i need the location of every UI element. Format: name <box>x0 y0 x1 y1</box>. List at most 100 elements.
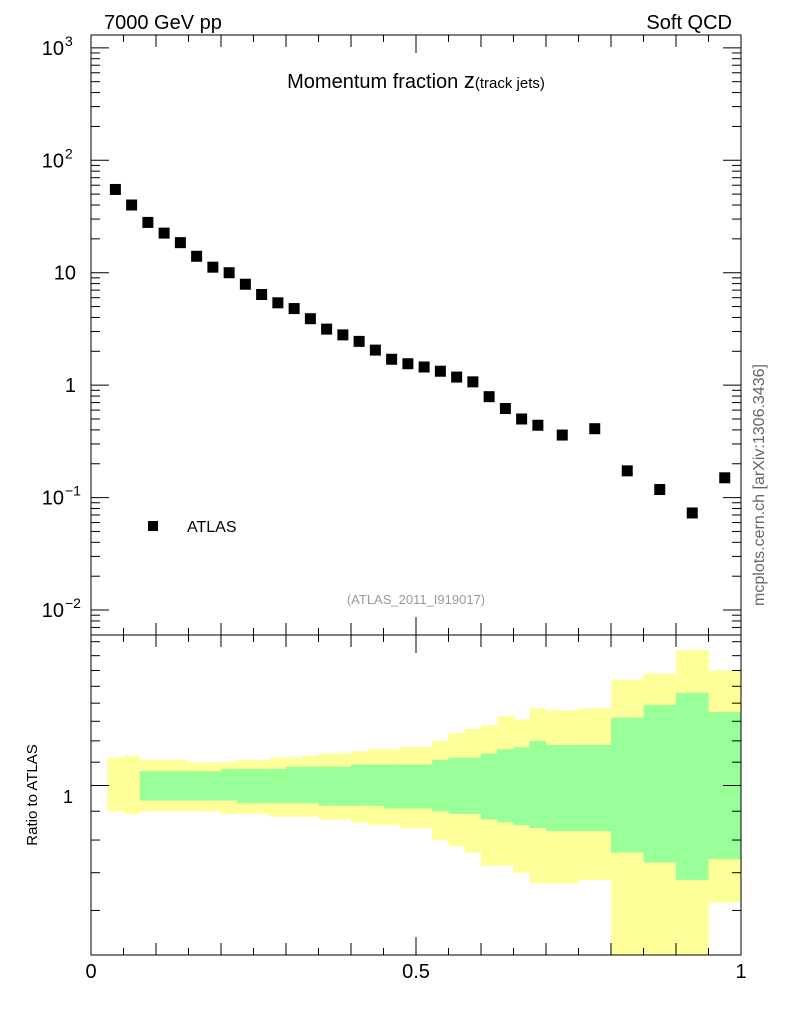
data-point <box>686 507 698 519</box>
main-y-tick-exponent: −2 <box>65 595 81 611</box>
data-point <box>207 261 219 273</box>
data-point <box>402 358 414 370</box>
main-plot-frame <box>90 34 742 636</box>
ratio-band-green <box>188 771 206 801</box>
data-point <box>191 250 203 262</box>
data-point <box>589 423 601 435</box>
header-left-label: 7000 GeV pp <box>104 12 222 34</box>
ratio-band-green <box>546 744 579 832</box>
ratio-band-green <box>172 771 189 801</box>
data-point <box>467 376 479 388</box>
main-y-tick-label: 10 <box>42 38 64 60</box>
data-point <box>483 391 495 403</box>
data-point <box>272 297 284 309</box>
x-tick-label: 0 <box>85 961 96 983</box>
data-point <box>434 365 446 377</box>
ratio-band-green <box>253 768 271 804</box>
main-y-tick-exponent: 2 <box>65 145 73 161</box>
data-point <box>223 267 235 279</box>
ratio-band-green <box>367 764 384 806</box>
ratio-band-green <box>269 768 287 804</box>
ratio-band-green <box>204 771 222 801</box>
data-point <box>719 472 731 484</box>
ratio-band-green <box>221 768 238 801</box>
data-point <box>126 199 138 211</box>
ratio-band-green <box>513 747 531 826</box>
legend-label-atlas: ATLAS <box>187 519 237 536</box>
data-point <box>109 183 121 195</box>
data-point <box>337 329 349 341</box>
ratio-band-green <box>318 766 336 806</box>
main-y-tick-label: 10 <box>42 488 64 510</box>
main-y-tick-label: 10 <box>42 600 64 622</box>
main-y-tick-exponent: −1 <box>65 483 81 499</box>
ratio-band-green <box>578 744 612 832</box>
data-point <box>451 371 463 383</box>
data-point <box>516 413 528 425</box>
ratio-band-green <box>286 766 303 804</box>
data-point <box>499 403 511 415</box>
data-point <box>239 278 251 290</box>
ratio-band-green <box>497 749 514 823</box>
data-point <box>353 335 365 347</box>
ratio-band-green <box>139 771 157 801</box>
x-tick-label: 0.5 <box>402 961 430 983</box>
data-point <box>321 323 333 335</box>
main-axis-ticks <box>90 35 742 636</box>
main-y-tick-label: 10 <box>54 263 76 285</box>
data-point <box>418 361 430 373</box>
side-source-label: mcplots.cern.ch [arXiv:1306.3436] <box>751 364 768 606</box>
legend-marker-atlas <box>148 521 158 531</box>
ratio-band-green <box>399 764 417 809</box>
ratio-axis-ticks <box>90 635 742 956</box>
data-point <box>174 237 186 249</box>
ratio-band-green <box>334 766 352 806</box>
ratio-band-green <box>432 759 449 812</box>
data-point <box>532 419 544 431</box>
ratio-band-yellow <box>123 755 141 814</box>
ratio-bands <box>107 649 742 955</box>
ratio-band-green <box>416 764 433 809</box>
data-points <box>109 183 731 519</box>
ratio-y-tick-label-1: 1 <box>63 787 73 807</box>
analysis-label: (ATLAS_2011_I919017) <box>347 592 485 607</box>
data-point <box>142 216 154 228</box>
ratio-band-green <box>448 757 466 814</box>
ratio-band-green <box>351 764 368 806</box>
data-point <box>369 344 381 356</box>
ratio-band-green <box>156 771 173 801</box>
ratio-band-yellow <box>107 757 124 812</box>
x-tick-label: 1 <box>735 961 746 983</box>
x-tick-labels: 0 0.5 1 <box>85 961 746 983</box>
plot-title-subscript: (track jets) <box>475 75 545 92</box>
ratio-band-green <box>481 753 498 820</box>
ratio-band-green <box>464 757 482 814</box>
ratio-y-axis-label: Ratio to ATLAS <box>24 744 41 845</box>
data-point <box>654 484 666 496</box>
ratio-band-green <box>302 766 319 804</box>
ratio-band-green <box>237 768 254 804</box>
plot-title-main: Momentum fraction <box>287 71 464 93</box>
data-point <box>386 353 398 365</box>
header-right-label: Soft QCD <box>646 12 732 34</box>
ratio-band-green <box>611 717 644 853</box>
data-point <box>304 313 316 325</box>
data-point <box>288 303 300 315</box>
main-y-tick-label: 1 <box>65 375 76 397</box>
ratio-band-green <box>529 740 547 829</box>
data-point <box>556 429 568 441</box>
ratio-band-green <box>643 704 677 863</box>
data-point <box>158 227 170 239</box>
main-y-tick-label: 10 <box>42 150 64 172</box>
ratio-band-green <box>676 692 709 880</box>
ratio-plot: 0 0.5 1 1 Ratio to ATLAS <box>24 634 747 983</box>
ratio-band-green <box>383 764 401 809</box>
plot-title: Momentum fraction z(track jets) <box>287 68 545 93</box>
plot-title-variable: z <box>464 68 475 93</box>
data-point <box>621 465 633 477</box>
main-y-tick-exponent: 3 <box>65 33 73 49</box>
data-point <box>256 289 268 301</box>
